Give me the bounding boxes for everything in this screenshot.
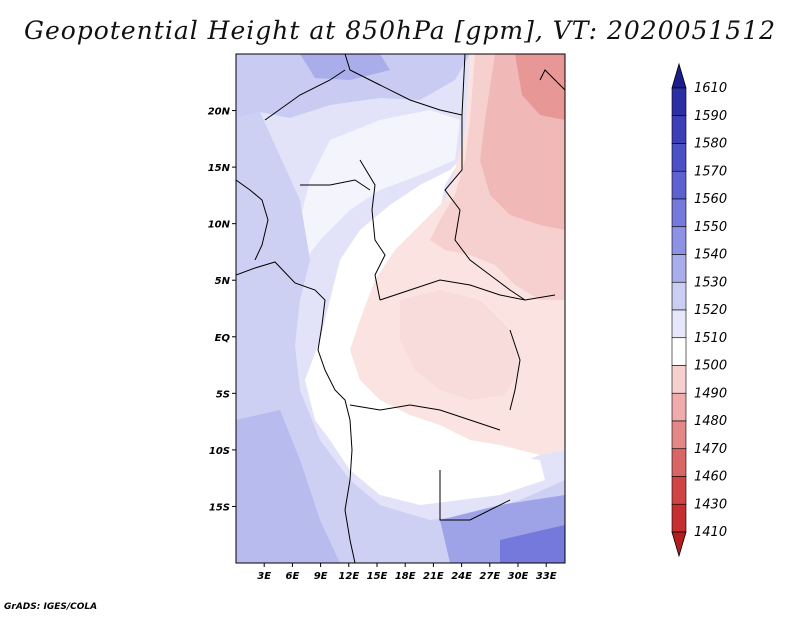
field-north-dark xyxy=(300,54,390,80)
coast-borders xyxy=(236,54,565,563)
colorbar-segment xyxy=(671,420,687,450)
lon-tick-label: 33E xyxy=(536,571,557,582)
lon-tick-label: 24E xyxy=(451,571,472,582)
grads-credit: GrADS: IGES/COLA xyxy=(4,602,98,612)
lon-tick-label: 15E xyxy=(367,571,388,582)
colorbar-label: 1410 xyxy=(694,525,727,540)
colorbar-label: 1510 xyxy=(694,331,727,346)
colorbar-label: 1540 xyxy=(694,248,727,263)
lon-tick-label: 3E xyxy=(257,571,271,582)
north-border-b xyxy=(264,69,346,121)
field-se-dark xyxy=(500,525,565,563)
colorbar-segment xyxy=(671,198,687,228)
field-south-blue xyxy=(236,112,565,563)
field-north-band xyxy=(236,54,470,118)
central-border-c xyxy=(379,279,556,301)
colorbar-label: 1500 xyxy=(694,359,727,374)
lon-tick-label: 21E xyxy=(423,571,444,582)
field-red-corner xyxy=(515,54,565,120)
field-white-south xyxy=(330,400,545,505)
lat-tick-label: 15N xyxy=(208,163,231,174)
colorbar-label: 1590 xyxy=(694,109,727,124)
map-title: Geopotential Height at 850hPa [gpm], VT:… xyxy=(23,16,777,45)
colorbar: 1610 1590 1580 1570 1560 1550 1540 1530 1520 1510… xyxy=(671,62,727,558)
shaded-field xyxy=(236,54,565,563)
lat-tick-label: 5S xyxy=(216,389,230,400)
central-border-a xyxy=(444,115,526,301)
colorbar-segment xyxy=(671,143,687,172)
colorbar-segment xyxy=(671,365,687,394)
lat-tick-label: 10S xyxy=(209,446,230,457)
colorbar-segment xyxy=(671,87,687,117)
colorbar-label: 1430 xyxy=(694,497,727,512)
colorbar-label: 1530 xyxy=(694,275,727,290)
field-sw-blue xyxy=(236,410,340,563)
central-border-b xyxy=(359,159,386,301)
colorbar-label: 1480 xyxy=(694,414,727,429)
lat-tick-label: 10N xyxy=(208,220,231,231)
field-pink-center xyxy=(400,290,520,400)
lon-tick-label: 27E xyxy=(479,571,500,582)
lon-tick-label: 30E xyxy=(508,571,529,582)
colorbar-label: 1470 xyxy=(694,442,727,457)
south-border-c xyxy=(439,470,511,521)
colorbar-segment xyxy=(671,503,687,533)
lon-tick-label: 12E xyxy=(338,571,359,582)
colorbar-label: 1580 xyxy=(694,137,727,152)
nigeria-border xyxy=(300,179,371,191)
west-coastline xyxy=(236,261,356,563)
east-lakes xyxy=(509,329,521,411)
colorbar-label: 1550 xyxy=(694,220,727,235)
colorbar-label: 1490 xyxy=(694,386,727,401)
lon-tick-label: 9E xyxy=(314,571,328,582)
longitude-axis: 3E 6E 9E 12E 15E 18E 21E 24E 27E 30E 33E xyxy=(257,563,557,582)
latitude-axis: 20N 15N 10N 5N EQ 5S 10S 15S xyxy=(208,107,236,513)
colorbar-segment xyxy=(671,476,687,505)
plot-frame xyxy=(235,53,566,564)
colorbar-label: 1520 xyxy=(694,303,727,318)
lon-tick-label: 6E xyxy=(286,571,300,582)
colorbar-segment xyxy=(671,254,687,283)
field-light-patch xyxy=(300,110,460,260)
colorbar-label: 1560 xyxy=(694,192,727,207)
west-bulge xyxy=(236,179,269,261)
colorbar-label: 1570 xyxy=(694,164,727,179)
south-border-b xyxy=(349,404,411,411)
lat-tick-label: 20N xyxy=(208,107,231,118)
colorbar-segment xyxy=(671,309,687,339)
lat-tick-label: 5N xyxy=(215,276,231,287)
colorbar-label: 1610 xyxy=(694,81,727,96)
colorbar-top-triangle xyxy=(671,62,687,89)
colorbar-segment xyxy=(671,392,687,422)
colorbar-segment xyxy=(671,337,687,366)
nile-coast xyxy=(539,69,565,91)
lat-tick-label: 15S xyxy=(209,502,230,513)
colorbar-segment xyxy=(671,281,687,311)
colorbar-bottom-triangle xyxy=(671,531,687,558)
colorbar-segment xyxy=(671,170,687,200)
colorbar-segment xyxy=(671,226,687,255)
lat-tick-label: EQ xyxy=(215,333,231,344)
colorbar-label: 1460 xyxy=(694,470,727,485)
colorbar-segment xyxy=(671,448,687,477)
south-border-a xyxy=(409,404,501,431)
colorbar-segment xyxy=(671,115,687,144)
lon-tick-label: 18E xyxy=(395,571,416,582)
